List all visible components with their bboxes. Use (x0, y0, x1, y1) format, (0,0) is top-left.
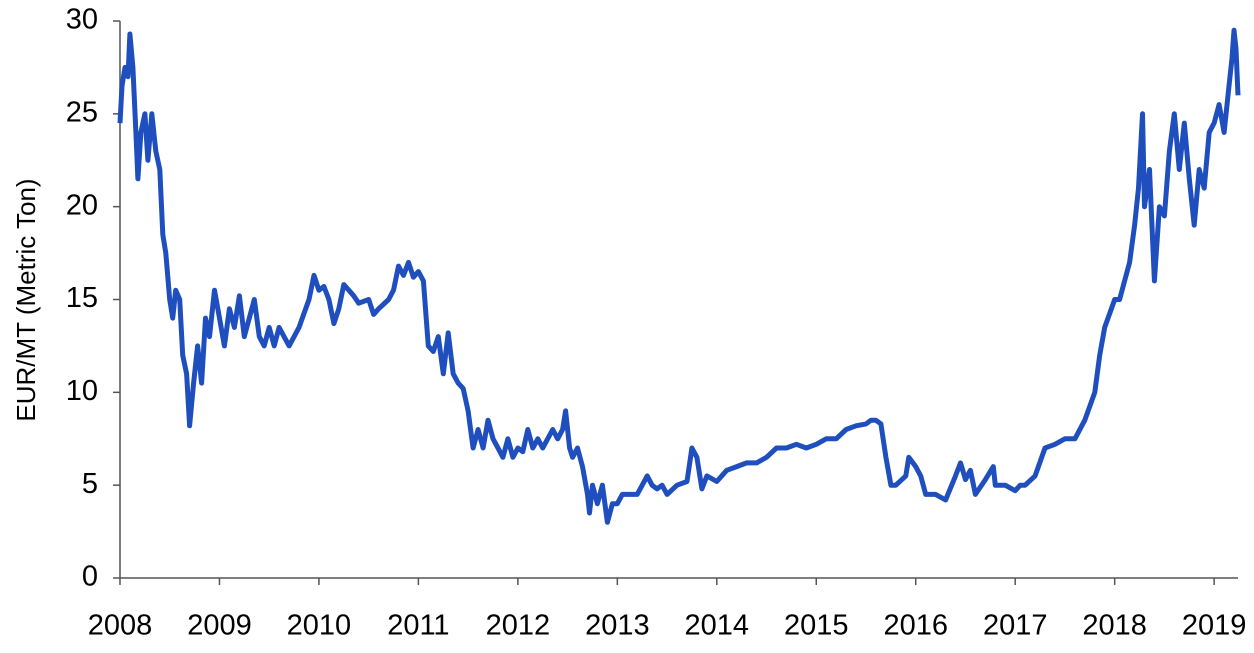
x-tick-label: 2017 (983, 610, 1048, 642)
y-tick-label: 5 (82, 468, 98, 500)
x-tick-label: 2008 (88, 610, 153, 642)
y-tick-label: 15 (66, 282, 98, 314)
x-tick-label: 2009 (187, 610, 252, 642)
y-tick-label: 10 (66, 375, 98, 407)
x-tick-label: 2012 (486, 610, 551, 642)
y-axis-label: EUR/MT (Metric Ton) (11, 178, 41, 421)
x-tick-label: 2015 (784, 610, 849, 642)
price-line (117, 27, 1241, 525)
x-tick-label: 2016 (883, 610, 948, 642)
x-tick-label: 2018 (1082, 610, 1147, 642)
y-tick-label: 25 (66, 96, 98, 128)
x-tick-label: 2011 (387, 610, 449, 642)
y-tick-label: 30 (66, 4, 98, 36)
y-tick-label: 20 (66, 189, 98, 221)
y-tick-label: 0 (82, 561, 98, 593)
x-tick-label: 2019 (1182, 610, 1247, 642)
x-tick-label: 2013 (585, 610, 650, 642)
x-tick-label: 2014 (685, 610, 750, 642)
x-tick-label: 2010 (287, 610, 352, 642)
